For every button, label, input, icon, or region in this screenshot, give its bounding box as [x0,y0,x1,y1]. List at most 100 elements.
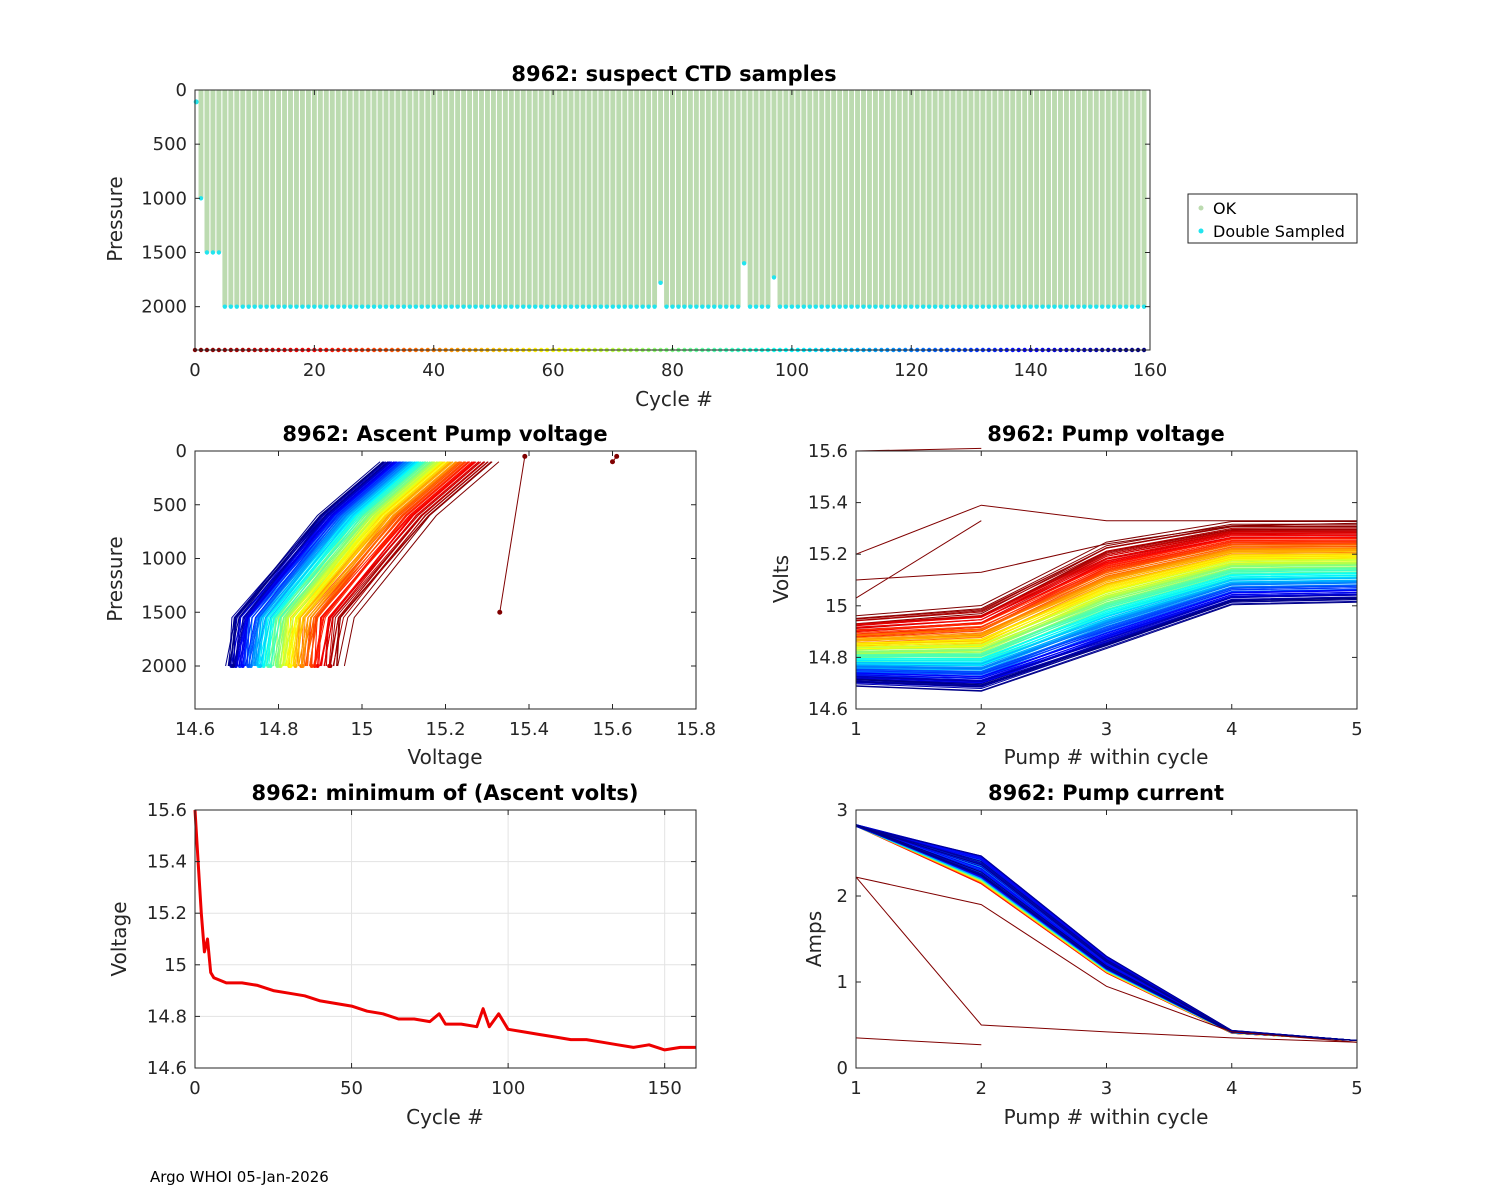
footer-note: Argo WHOI 05-Jan-2026 [150,1168,329,1186]
pumpv-xtick-label: 5 [1351,719,1362,740]
ctd-double-sampled-point [867,304,872,309]
ctd-double-sampled-point [831,304,836,309]
ctd-double-sampled-point [276,304,281,309]
ctd-double-sampled-point [264,304,269,309]
ctd-double-sampled-point [270,304,275,309]
ctd-profile-ok [1093,90,1099,307]
ctd-profile-ok [377,90,383,307]
pumpv-cycle-line [855,582,1358,670]
ctd-double-sampled-point [574,304,580,309]
ctd-ytick-label: 500 [153,134,187,155]
ascent-profile-line [253,461,409,667]
pumpv-ytick-label: 15.4 [808,493,848,514]
pumpv-cycle-line [855,596,1358,685]
ctd-double-sampled-point [556,304,562,309]
ctd-data-layer [192,90,1147,353]
ascent-outlier-point [610,459,615,465]
ctd-double-sampled-point [521,304,526,309]
ascent-xlabel: Voltage [407,745,482,769]
ctd-profile-ok [759,90,765,307]
pumpv-title: 8962: Pump voltage [987,422,1225,446]
ctd-double-sampled-point [228,304,234,309]
ascent-profile-line [250,461,406,667]
ctd-double-sampled-point [980,304,986,309]
ctd-double-sampled-point [479,304,484,309]
ctd-profile-ok [753,90,759,307]
ctd-double-sampled-point [371,304,377,309]
pumpi-xtick-label: 2 [976,1078,987,1099]
ctd-profile-ok [861,90,866,307]
ctd-profile-ok [867,90,872,307]
ctd-profile-ok [461,90,467,307]
ctd-profile-ok [598,90,604,307]
pumpv-cycle-line [855,559,1358,649]
ctd-double-sampled-point [222,304,228,309]
ctd-profile-ok [407,90,413,307]
ctd-double-sampled-point [1046,304,1051,309]
ctd-double-sampled-point [491,304,496,309]
ctd-double-sampled-point [234,304,239,309]
ascent-title: 8962: Ascent Pump voltage [282,422,607,446]
pumpv-cycle-line [855,549,1358,640]
ctd-profile-ok [1105,90,1111,307]
ctd-double-sampled-point [407,304,413,309]
ctd-profile-ok [365,90,371,307]
pumpi-xtick-label: 1 [850,1078,861,1099]
pumpv-outlier-line [855,522,1358,581]
ctd-profile-ok [711,90,717,307]
ctd-profile-ok [467,90,473,307]
ctd-profile-ok [932,90,938,307]
ctd-profile-ok [1123,90,1129,307]
ctd-double-sampled-point [294,304,299,309]
pumpi-ytick-label: 0 [837,1058,848,1079]
ctd-double-sampled-point [879,304,884,309]
ctd-double-sampled-point [455,304,460,309]
pumpv-xtick-label: 3 [1101,719,1112,740]
ctd-ytick-label: 1500 [141,243,187,264]
ctd-profile-ok [956,90,962,307]
ctd-double-sampled-point [425,304,430,309]
ctd-double-sampled-point [1058,304,1063,309]
ctd-profile-ok [658,90,664,283]
ctd-profile-ok [884,90,890,307]
ctd-double-sampled-point [759,304,765,309]
ctd-title: 8962: suspect CTD samples [511,62,836,86]
ctd-profile-ok [777,90,783,307]
ctd-double-sampled-point [592,304,598,309]
ctd-xlabel: Cycle # [635,387,713,411]
ctd-profile-ok [831,90,837,307]
pumpi-outlier-line [855,876,1358,1043]
pumpv-cycle-line [855,585,1358,673]
ctd-profile-ok [240,90,246,307]
ctd-double-sampled-point [258,304,263,309]
pumpv-cycle-line [855,545,1358,636]
ctd-double-sampled-point [682,304,687,309]
pumpv-chart: 8962: Pump voltage Pump # within cycle V… [769,422,1363,769]
ctd-double-sampled-point [622,304,627,309]
ctd-profile-ok [717,90,723,307]
ctd-double-sampled-point [712,304,717,309]
ctd-profile-ok [216,90,222,253]
ctd-profile-ok [389,90,395,307]
ctd-profile-ok [914,90,920,307]
ctd-profile-ok [282,90,287,307]
pumpv-cycle-line [855,591,1358,680]
pumpv-ytick-label: 15.2 [808,544,848,565]
minv-ytick-label: 14.8 [147,1006,187,1027]
ctd-profile-ok [992,90,998,307]
ctd-double-sampled-point [819,304,824,309]
minv-ytick-label: 15.4 [147,852,187,873]
ctd-profile-ok [741,90,747,264]
ascent-xtick-label: 15.8 [676,719,716,740]
ctd-profile-ok [1141,90,1147,307]
ctd-double-sampled-point [789,304,795,309]
ascent-profile-line [255,461,411,667]
ascent-profile-line [275,461,431,667]
pumpv-cycle-line [855,601,1358,692]
ctd-double-sampled-point [288,304,293,309]
ctd-double-sampled-point [330,304,335,309]
pumpi-data-layer [855,824,1358,1046]
ascent-ylabel: Pressure [103,536,127,621]
pumpv-cycle-line [855,600,1358,692]
ctd-profile-ok [288,90,293,307]
